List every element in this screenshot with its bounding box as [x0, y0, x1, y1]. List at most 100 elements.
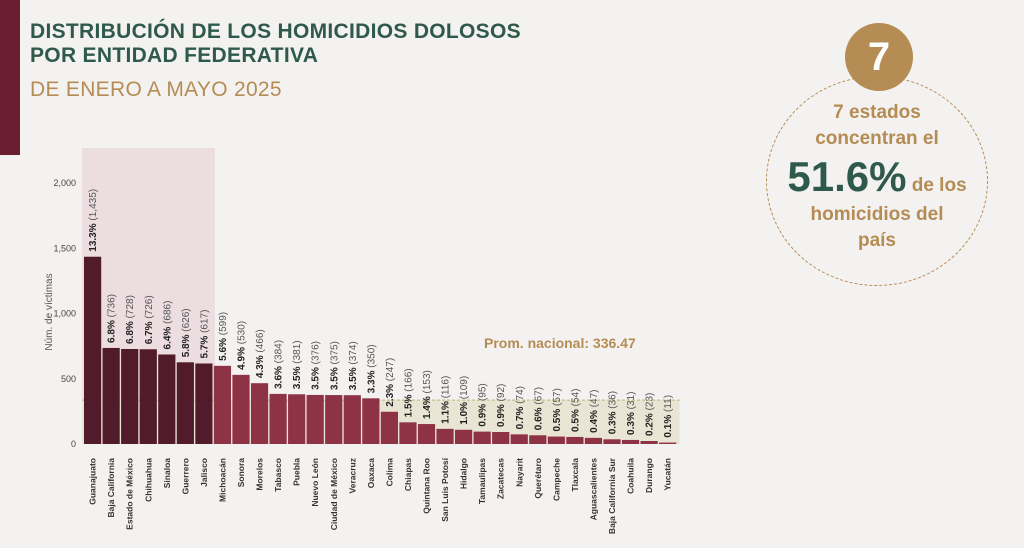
bar — [640, 440, 658, 444]
data-label: 13.3% (1,435) — [88, 189, 99, 252]
data-label: 6.4% (686) — [162, 301, 173, 350]
data-label: 1.4% (153) — [422, 370, 433, 419]
data-label: 2.3% (247) — [385, 358, 396, 407]
data-label: 4.3% (466) — [255, 329, 266, 378]
data-label: 0.6% (67) — [533, 387, 544, 430]
bar — [584, 437, 603, 444]
bar — [232, 374, 250, 444]
bar — [436, 428, 454, 444]
y-tick-label: 2,000 — [53, 178, 76, 188]
bar — [492, 431, 510, 444]
bar — [121, 348, 139, 444]
data-label: 6.8% (728) — [125, 295, 136, 344]
bar — [659, 442, 677, 444]
bar — [399, 422, 417, 444]
data-label: 0.3% (36) — [608, 391, 619, 434]
bar — [417, 424, 436, 444]
x-tick-label: Michoacán — [217, 458, 227, 502]
data-label: 1.1% (116) — [441, 376, 452, 424]
y-axis-label: Núm. de víctimas — [44, 273, 55, 350]
data-label: 1.0% (109) — [459, 376, 470, 425]
x-tick-label: Nayarit — [514, 458, 524, 487]
x-tick-label: Yucatán — [663, 458, 673, 491]
accent-bar — [0, 0, 20, 155]
x-tick-label: Aguascalientes — [588, 458, 598, 521]
x-tick-label: Baja California — [106, 458, 116, 518]
data-label: 0.9% (95) — [478, 383, 489, 426]
x-tick-label: Sonora — [236, 458, 246, 488]
x-tick-label: Guanajuato — [88, 458, 98, 505]
data-label: 5.7% (617) — [199, 310, 210, 359]
title-line-1: DISTRIBUCIÓN DE LOS HOMICIDIOS DOLOSOS — [30, 20, 521, 43]
bar — [547, 436, 565, 444]
data-label: 0.9% (92) — [496, 384, 507, 427]
data-label: 3.6% (384) — [274, 340, 285, 389]
data-label: 0.5% (57) — [552, 388, 563, 431]
data-label: 0.5% (54) — [570, 389, 581, 432]
data-label: 3.5% (374) — [348, 341, 359, 390]
data-label: 3.5% (376) — [311, 341, 322, 390]
data-label: 0.2% (23) — [645, 393, 656, 436]
bar — [566, 436, 584, 444]
data-label: 3.5% (381) — [292, 340, 303, 389]
bar — [102, 347, 120, 444]
x-tick-label: Chiapas — [403, 458, 413, 491]
x-tick-label: Campeche — [551, 458, 561, 501]
callout-after-big: de los — [906, 175, 967, 196]
x-tick-label: Veracruz — [347, 458, 357, 493]
x-tick-label: Chihuahua — [143, 458, 153, 502]
x-tick-label: Colima — [384, 458, 394, 487]
data-label: 3.5% (375) — [329, 341, 340, 390]
x-tick-label: Coahuila — [626, 458, 636, 494]
data-label: 4.9% (530) — [237, 321, 248, 370]
y-tick-label: 1,500 — [53, 243, 76, 253]
bar — [84, 256, 102, 444]
data-label: 0.7% (74) — [515, 386, 526, 429]
callout-big-value: 51.6% — [787, 153, 907, 200]
data-label: 0.1% (11) — [663, 395, 674, 438]
callout-line-big: 51.6% de los — [770, 152, 984, 202]
bar — [362, 398, 380, 444]
x-tick-label: Estado de México — [125, 458, 135, 530]
x-tick-label: San Luis Potosí — [440, 457, 450, 521]
page-subtitle: DE ENERO A MAYO 2025 — [30, 78, 282, 101]
bar — [621, 439, 640, 444]
bar — [288, 394, 306, 444]
data-label: 6.7% (726) — [144, 295, 155, 344]
bar — [473, 431, 491, 444]
average-label: Prom. nacional: 336.47 — [484, 335, 636, 351]
title-line-2: POR ENTIDAD FEDERATIVA — [30, 44, 319, 67]
x-tick-label: Querétaro — [533, 458, 543, 499]
x-tick-label: Tabasco — [273, 458, 283, 492]
x-tick-label: Baja California Sur — [607, 457, 617, 534]
callout-text: 7 estados concentran el 51.6% de los hom… — [770, 100, 984, 254]
callout-line-1: 7 estados — [833, 102, 921, 123]
x-tick-label: Oaxaca — [366, 458, 376, 489]
bar — [213, 365, 232, 444]
bar — [325, 395, 343, 444]
x-tick-label: Ciudad de México — [329, 458, 339, 530]
y-tick-label: 0 — [71, 439, 76, 449]
x-tick-label: Nuevo León — [310, 458, 320, 507]
x-tick-label: Guerrero — [180, 458, 190, 494]
bar — [269, 393, 287, 444]
page-title: DISTRIBUCIÓN DE LOS HOMICIDIOS DOLOSOS P… — [30, 20, 521, 68]
bar — [250, 383, 269, 444]
bar — [455, 429, 473, 444]
data-label: 1.5% (166) — [403, 368, 414, 417]
bar — [380, 411, 398, 444]
bar — [603, 439, 621, 444]
callout-line-4: país — [857, 230, 897, 251]
x-tick-label: Tamaulipas — [477, 458, 487, 504]
bar — [306, 394, 324, 444]
x-tick-label: Quintana Roo — [422, 458, 432, 514]
x-tick-label: Tlaxcala — [570, 458, 580, 492]
data-label: 3.3% (350) — [366, 344, 377, 393]
x-tick-label: Jalisco — [199, 458, 209, 487]
data-label: 0.4% (47) — [589, 390, 600, 433]
bar — [529, 435, 547, 444]
callout-line-2: concentran el — [815, 128, 939, 149]
callout-line-3: homicidios del — [810, 204, 944, 225]
data-label: 6.8% (736) — [107, 294, 118, 343]
